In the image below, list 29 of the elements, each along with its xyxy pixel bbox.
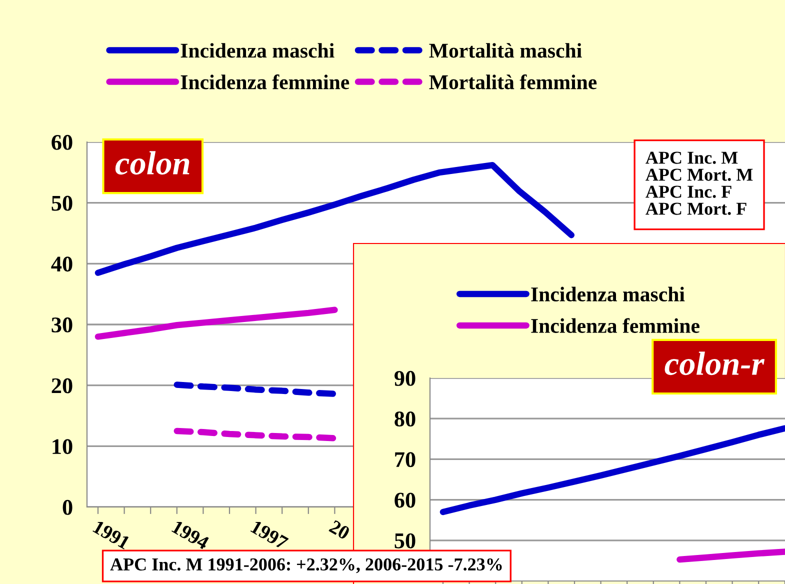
y-tick-label: 60 bbox=[394, 492, 416, 508]
y-tick-label: 90 bbox=[394, 370, 416, 386]
y-tick-label: 80 bbox=[394, 412, 416, 427]
legend-label: Mortalità maschi bbox=[429, 43, 582, 58]
legend-label: Incidenza femmine bbox=[180, 74, 350, 90]
y-tick-label: 50 bbox=[394, 533, 416, 548]
legend-label: Incidenza maschi bbox=[180, 43, 334, 58]
y-tick-label: 10 bbox=[52, 439, 72, 454]
y-tick-label: 50 bbox=[52, 196, 72, 211]
legend-label: Incidenza femmine bbox=[531, 318, 700, 333]
y-tick-label: 30 bbox=[52, 317, 72, 332]
chart-title: colon bbox=[115, 151, 190, 175]
y-tick-label: 60 bbox=[52, 134, 72, 150]
chart-title: colon-r bbox=[664, 352, 765, 376]
y-tick-label: 70 bbox=[395, 452, 416, 468]
x-tick-label: 1997 bbox=[250, 520, 289, 550]
annotation: APC Inc. F bbox=[646, 186, 732, 198]
y-tick-label: 40 bbox=[51, 256, 72, 272]
annotation: APC Inc. M 1991-2006: +2.32%, 2006-2015 -7.23% bbox=[110, 558, 502, 574]
x-tick-label: 1994 bbox=[171, 520, 210, 550]
annotation: APC Inc. M bbox=[646, 152, 738, 164]
x-tick-label: 1991 bbox=[92, 520, 130, 550]
annotation: APC Mort. F bbox=[646, 202, 746, 215]
legend-label: Mortalità femmine bbox=[429, 74, 597, 90]
legend-label: Incidenza maschi bbox=[531, 286, 685, 302]
annotation: APC Mort. M bbox=[646, 168, 753, 181]
y-tick-label: 0 bbox=[62, 500, 72, 515]
y-tick-label: 20 bbox=[52, 378, 72, 394]
x-tick-label: 20 bbox=[328, 520, 351, 540]
